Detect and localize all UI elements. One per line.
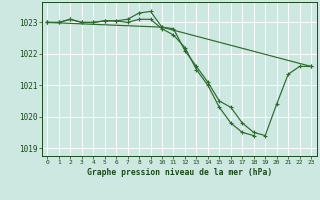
X-axis label: Graphe pression niveau de la mer (hPa): Graphe pression niveau de la mer (hPa)	[87, 168, 272, 177]
